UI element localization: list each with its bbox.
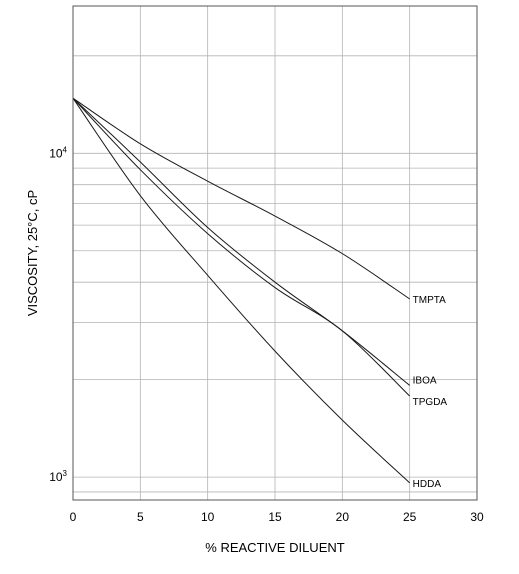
x-tick-label: 10 <box>201 510 215 524</box>
series-line-iboa <box>72 97 410 386</box>
series-label-tpgda: TPGDA <box>413 397 448 408</box>
y-tick-labels: 103 104 <box>49 145 67 484</box>
x-tick-labels: 0 5 10 15 20 25 30 <box>70 510 484 524</box>
x-gridlines <box>72 6 478 500</box>
x-tick-label: 15 <box>268 510 282 524</box>
series-label-hdda: HDDA <box>413 479 442 490</box>
x-tick-label: 30 <box>470 510 484 524</box>
series-line-hdda <box>72 97 411 484</box>
series-labels: TMPTA IBOA TPGDA HDDA <box>413 295 448 490</box>
y-gridlines <box>73 55 477 493</box>
series-lines <box>72 97 411 484</box>
y-tick-label: 104 <box>49 145 67 160</box>
plot-frame <box>72 5 478 501</box>
series-label-iboa: IBOA <box>413 375 437 386</box>
y-tick-label: 103 <box>49 469 67 484</box>
x-tick-label: 0 <box>70 510 77 524</box>
x-axis-title: % REACTIVE DILUENT <box>205 540 344 555</box>
x-tick-label: 25 <box>403 510 417 524</box>
y-axis-title: VISCOSITY, 25°C, cP <box>25 190 40 316</box>
series-line-tpgda <box>72 97 411 397</box>
x-tick-label: 20 <box>336 510 350 524</box>
series-line-tmpta <box>72 97 410 300</box>
x-tick-label: 5 <box>137 510 144 524</box>
series-label-tmpta: TMPTA <box>413 295 446 306</box>
